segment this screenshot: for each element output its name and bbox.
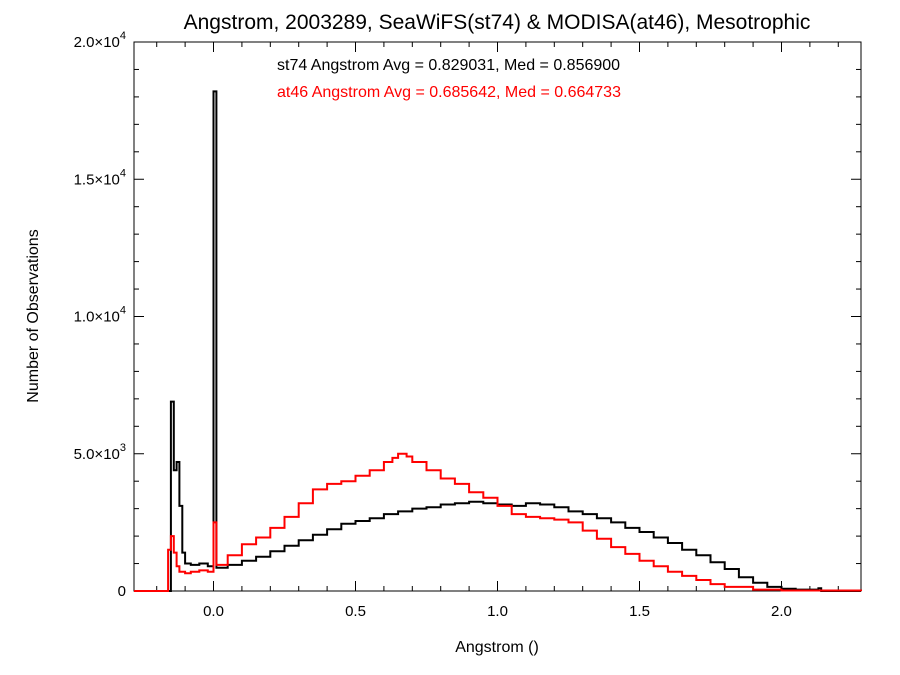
chart-title: Angstrom, 2003289, SeaWiFS(st74) & MODIS… [184, 11, 811, 34]
x-tick-label: 0.5 [345, 603, 366, 620]
x-tick-label: 0.0 [203, 603, 224, 620]
series-line-0 [134, 90, 861, 592]
series-line-1 [134, 452, 862, 592]
x-tick-label: 2.0 [771, 603, 792, 620]
annotation-layer: st74 Angstrom Avg = 0.829031, Med = 0.85… [277, 57, 621, 101]
x-axis-label: Angstrom () [455, 639, 539, 656]
stats-annotation-0: st74 Angstrom Avg = 0.829031, Med = 0.85… [277, 57, 620, 74]
x-tick-label: 1.0 [487, 603, 508, 620]
y-axis: 0 5.0×103 1.0×104 1.5×104 2.0×104 [74, 30, 861, 600]
y-axis-label: Number of Observations [25, 229, 42, 402]
x-tick-label: 1.5 [629, 603, 650, 620]
y-tick-label: 5.0×103 [74, 442, 126, 463]
y-tick-label: 1.5×104 [74, 167, 126, 188]
y-tick-label: 1.0×104 [74, 305, 126, 326]
series-layer [134, 90, 862, 592]
stats-annotation-1: at46 Angstrom Avg = 0.685642, Med = 0.66… [277, 84, 621, 101]
y-tick-label: 2.0×104 [74, 30, 126, 51]
y-tick-label: 0 [118, 583, 126, 600]
x-axis: 0.0 0.5 1.0 1.5 2.0 [156, 42, 839, 620]
plot-frame [133, 41, 862, 592]
